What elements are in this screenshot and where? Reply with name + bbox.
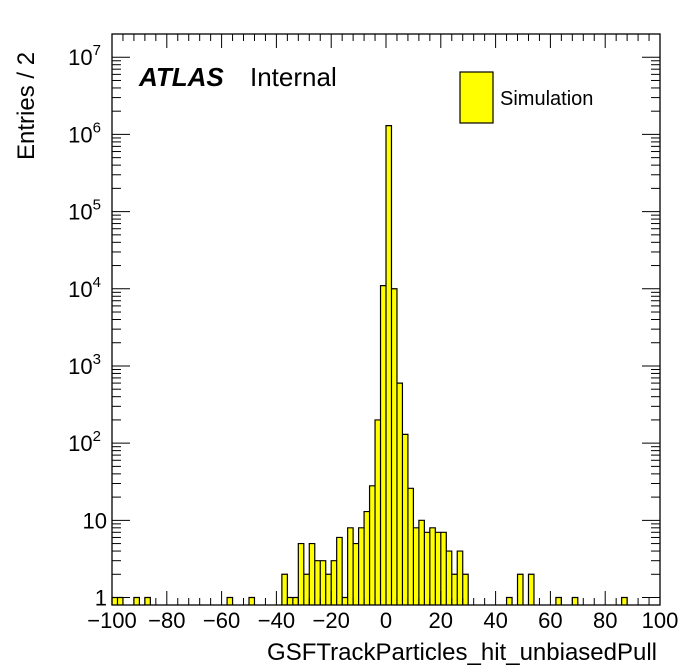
histogram-bar (621, 597, 628, 605)
x-tick-label: 60 (538, 608, 562, 633)
histogram-bar (506, 597, 513, 605)
histogram-bar (117, 597, 123, 605)
x-tick-label: 20 (429, 608, 453, 633)
x-tick-label: 80 (593, 608, 617, 633)
histogram-bar (281, 574, 288, 605)
histogram-bar (369, 485, 376, 605)
y-tick-label: 10 (83, 508, 107, 533)
x-tick-label: 100 (642, 608, 679, 633)
histogram-bar (440, 532, 447, 605)
x-axis-title: GSFTrackParticles_hit_unbiasedPull (267, 639, 657, 666)
x-tick-label: −20 (313, 608, 350, 633)
histogram-bar (446, 551, 452, 605)
histogram-bar (424, 532, 430, 605)
y-axis-ticks (112, 33, 660, 599)
y-tick-label: 102 (68, 428, 101, 456)
x-tick-label: 40 (483, 608, 507, 633)
histogram-bar (314, 560, 321, 605)
y-tick-label: 107 (68, 42, 101, 70)
histogram-bar (353, 543, 359, 605)
legend: Simulation (459, 71, 593, 124)
legend-label: Simulation (500, 88, 593, 110)
histogram-bar (325, 574, 332, 605)
histogram-bar (429, 527, 436, 605)
histogram-bar (407, 488, 414, 605)
x-tick-label: −80 (148, 608, 185, 633)
histogram-bar (342, 597, 348, 605)
histogram-bar (391, 288, 397, 605)
x-axis-tick-labels: −100 −80 −60 −40 −20 0 20 40 60 80 100 (87, 608, 678, 633)
histogram-bar (309, 543, 315, 605)
histogram-bar (287, 597, 293, 605)
histogram-bar (413, 527, 419, 605)
y-tick-label: 104 (68, 274, 101, 302)
histogram-bar (462, 574, 469, 605)
histogram-bar (249, 597, 255, 605)
histogram-bar (298, 543, 304, 605)
histogram-bar (380, 285, 386, 605)
atlas-label: ATLAS (138, 62, 224, 92)
histogram-bar (347, 527, 354, 605)
x-tick-label: 0 (380, 608, 392, 633)
y-axis-tick-labels: 1 10 102 103 104 105 106 107 (68, 42, 107, 610)
histogram-bar (435, 532, 441, 605)
histogram-bar (517, 574, 523, 605)
histogram-bar (555, 597, 562, 605)
legend-swatch (459, 71, 494, 124)
histogram-bar (418, 520, 425, 605)
histogram-bar (375, 419, 381, 605)
histogram-bar (572, 597, 578, 605)
histogram-bar (227, 597, 233, 605)
histogram-bar (336, 537, 343, 605)
x-tick-label: −100 (87, 608, 137, 633)
y-tick-label: 106 (68, 119, 101, 147)
y-tick-label: 103 (68, 351, 101, 379)
histogram-bar (320, 560, 326, 605)
x-tick-label: −40 (258, 608, 295, 633)
histogram-bar (528, 574, 534, 605)
histogram-bar (358, 527, 365, 605)
y-tick-label: 105 (68, 197, 101, 225)
histogram-bar (364, 511, 370, 605)
histogram-bar (292, 597, 299, 605)
histogram-bars (112, 125, 628, 605)
histogram-bar (133, 597, 140, 605)
x-tick-label: −60 (203, 608, 240, 633)
histogram-bar (303, 574, 310, 605)
histogram-bar (331, 560, 337, 605)
histogram-bar (386, 125, 392, 605)
histogram-bar (112, 597, 118, 605)
internal-label: Internal (250, 62, 337, 92)
histogram-bar (396, 383, 403, 605)
histogram-bar (402, 434, 408, 605)
histogram-bar (457, 551, 463, 605)
y-tick-label: 1 (95, 586, 107, 611)
histogram-bar (451, 574, 458, 605)
y-axis-title: Entries / 2 (13, 52, 40, 160)
histogram-bar (144, 597, 151, 605)
